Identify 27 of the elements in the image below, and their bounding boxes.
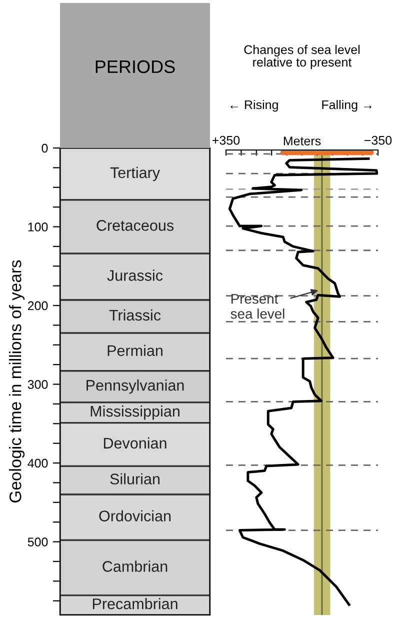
ref-line-label: Present sea level [230, 294, 284, 319]
x-tick-label: −350 [364, 136, 392, 145]
y-tick-label: 200 [28, 301, 48, 310]
chart-title: PERIODS [96, 60, 175, 74]
y-tick-label: 100 [28, 222, 48, 232]
series-label: Precambrian [92, 598, 178, 610]
y-axis-title: Geologic time in millions of years [9, 260, 25, 502]
text: Falling → [322, 100, 372, 112]
series-label: Pennsylvanian [86, 380, 184, 394]
y-tick-label: 400 [28, 458, 48, 468]
series-label: Ordovician [99, 510, 171, 522]
text: ← Rising [230, 100, 278, 112]
series-label: Devonian [104, 437, 166, 449]
y-tick-label: 300 [28, 380, 48, 389]
series-label: Permian [108, 344, 162, 356]
x-axis-title: Meters [284, 136, 321, 146]
series-label: Tertiary [110, 166, 160, 182]
series-label: Cretaceous [96, 220, 174, 231]
chart-title: Changes of sea level relative to present [244, 44, 360, 70]
series-label: Cambrian [102, 560, 168, 572]
y-tick-label: 0 [42, 144, 48, 153]
x-tick-label: +350 [212, 136, 240, 145]
y-tick-label: 500 [28, 538, 48, 546]
series-label: Jurassic [107, 270, 163, 281]
series-label: Mississippian [90, 405, 180, 420]
series-label: Silurian [110, 473, 160, 484]
series-label: Triassic [109, 309, 161, 321]
